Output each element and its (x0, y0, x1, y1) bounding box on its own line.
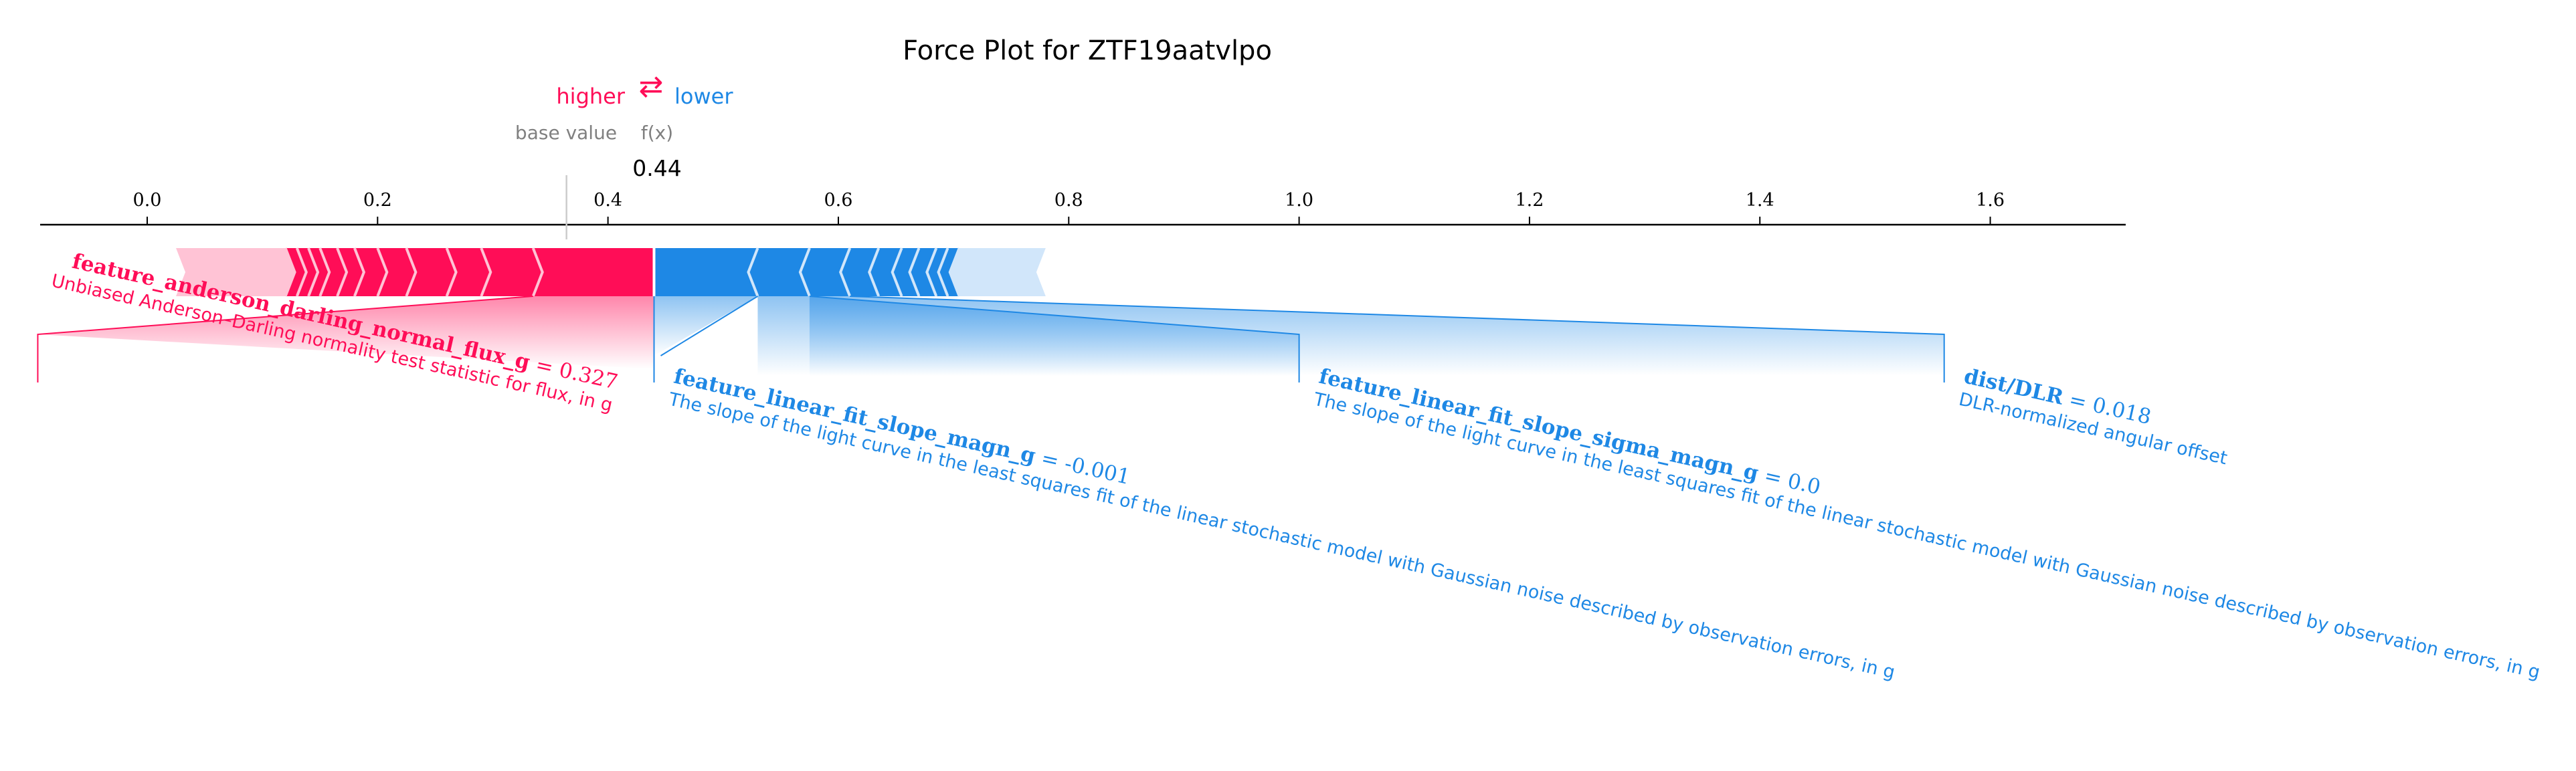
feature-description: The slope of the light curve in the leas… (1311, 389, 2542, 683)
positive-feature-divider (284, 247, 296, 297)
negative-feature-divider (839, 247, 852, 297)
positive-feature-divider (531, 247, 544, 297)
x-tick-label: 0.2 (363, 190, 392, 211)
negative-feature-divider (891, 247, 903, 297)
output-value-label: 0.44 (632, 155, 681, 181)
positive-feature-divider (405, 247, 418, 297)
feature-label: feature_linear_fit_slope_magn_g = -0.001… (666, 364, 1897, 683)
negative-feature-divider (948, 247, 961, 297)
positive-connector-fill (37, 296, 654, 369)
negative-feature-divider (937, 247, 949, 297)
negative-feature-divider (747, 247, 759, 297)
positive-feature-divider (318, 247, 331, 297)
negative-connector-line (850, 296, 1945, 382)
x-tick-label: 1.4 (1746, 190, 1774, 211)
x-axis: 0.0 0.2 0.4 0.6 0.8 1.0 1.2 1.4 1.6 (40, 190, 2126, 226)
positive-feature-segment (533, 248, 654, 296)
positive-feature-divider (376, 247, 389, 297)
negative-feature-divider (925, 247, 938, 297)
negative-feature-divider (868, 247, 881, 297)
negative-connector-fill (654, 296, 758, 356)
x-tick-label: 1.6 (1976, 190, 2005, 211)
negative-feature-segment (654, 248, 758, 296)
negative-feature-divider (908, 247, 921, 297)
positive-feature-divider (445, 247, 458, 297)
feature-connectors (37, 296, 1945, 382)
fx-label: f(x) (641, 122, 673, 144)
x-tick-label: 0.8 (1054, 190, 1083, 211)
legend-arrows-icon: ⇄ (639, 70, 664, 104)
legend-lower-label: lower (674, 84, 733, 109)
x-tick-label: 0.0 (133, 190, 162, 211)
positive-feature-divider (480, 247, 492, 297)
chart-title: Force Plot for ZTF19aatvlpo (903, 35, 1272, 66)
feature-name-label: feature_linear_fit_slope_sigma_magn_g = … (1317, 364, 1823, 500)
positive-feature-divider (307, 247, 320, 297)
positive-feature-divider (353, 247, 366, 297)
x-tick-label: 1.2 (1515, 190, 1544, 211)
negative-feature-divider (798, 247, 811, 297)
feature-label: feature_linear_fit_slope_sigma_magn_g = … (1311, 364, 2542, 683)
positive-feature-divider (336, 247, 349, 297)
legend-higher-label: higher (556, 84, 625, 109)
x-tick-label: 1.0 (1285, 190, 1313, 211)
positive-feature-divider (295, 247, 308, 297)
force-bars (176, 247, 1046, 297)
negative-connector-fill (809, 296, 1944, 376)
x-tick-label: 0.6 (824, 190, 852, 211)
negative-connector-line (660, 296, 758, 356)
x-tick-label: 0.4 (593, 190, 622, 211)
base-value-label: base value (515, 122, 617, 144)
feature-name-label: feature_linear_fit_slope_magn_g = -0.001 (672, 364, 1133, 489)
positive-connector-line (37, 296, 533, 382)
feature-description: The slope of the light curve in the leas… (666, 389, 1897, 683)
